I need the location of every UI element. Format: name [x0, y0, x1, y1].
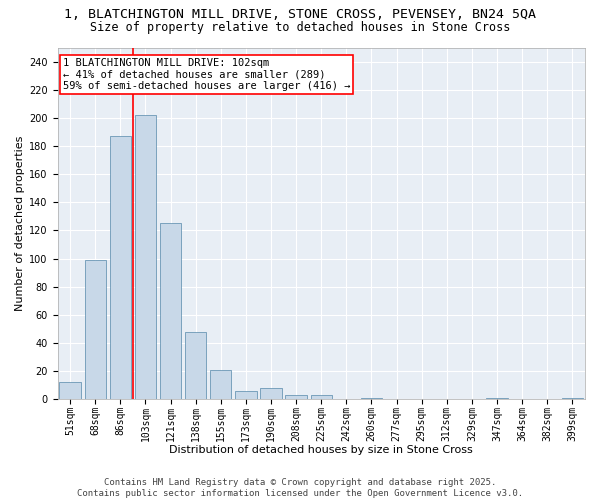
Bar	[260, 388, 281, 400]
Text: 1, BLATCHINGTON MILL DRIVE, STONE CROSS, PEVENSEY, BN24 5QA: 1, BLATCHINGTON MILL DRIVE, STONE CROSS,…	[64, 8, 536, 20]
Bar	[562, 398, 583, 400]
Text: Size of property relative to detached houses in Stone Cross: Size of property relative to detached ho…	[90, 21, 510, 34]
Bar	[185, 332, 206, 400]
Text: 1 BLATCHINGTON MILL DRIVE: 102sqm
← 41% of detached houses are smaller (289)
59%: 1 BLATCHINGTON MILL DRIVE: 102sqm ← 41% …	[63, 58, 350, 92]
Bar	[210, 370, 232, 400]
Bar	[311, 395, 332, 400]
Bar	[487, 398, 508, 400]
Bar	[135, 115, 156, 400]
Bar	[110, 136, 131, 400]
Bar	[85, 260, 106, 400]
X-axis label: Distribution of detached houses by size in Stone Cross: Distribution of detached houses by size …	[169, 445, 473, 455]
Bar	[286, 395, 307, 400]
Text: Contains HM Land Registry data © Crown copyright and database right 2025.
Contai: Contains HM Land Registry data © Crown c…	[77, 478, 523, 498]
Bar	[235, 391, 257, 400]
Bar	[160, 224, 181, 400]
Bar	[59, 382, 81, 400]
Y-axis label: Number of detached properties: Number of detached properties	[15, 136, 25, 311]
Bar	[361, 398, 382, 400]
